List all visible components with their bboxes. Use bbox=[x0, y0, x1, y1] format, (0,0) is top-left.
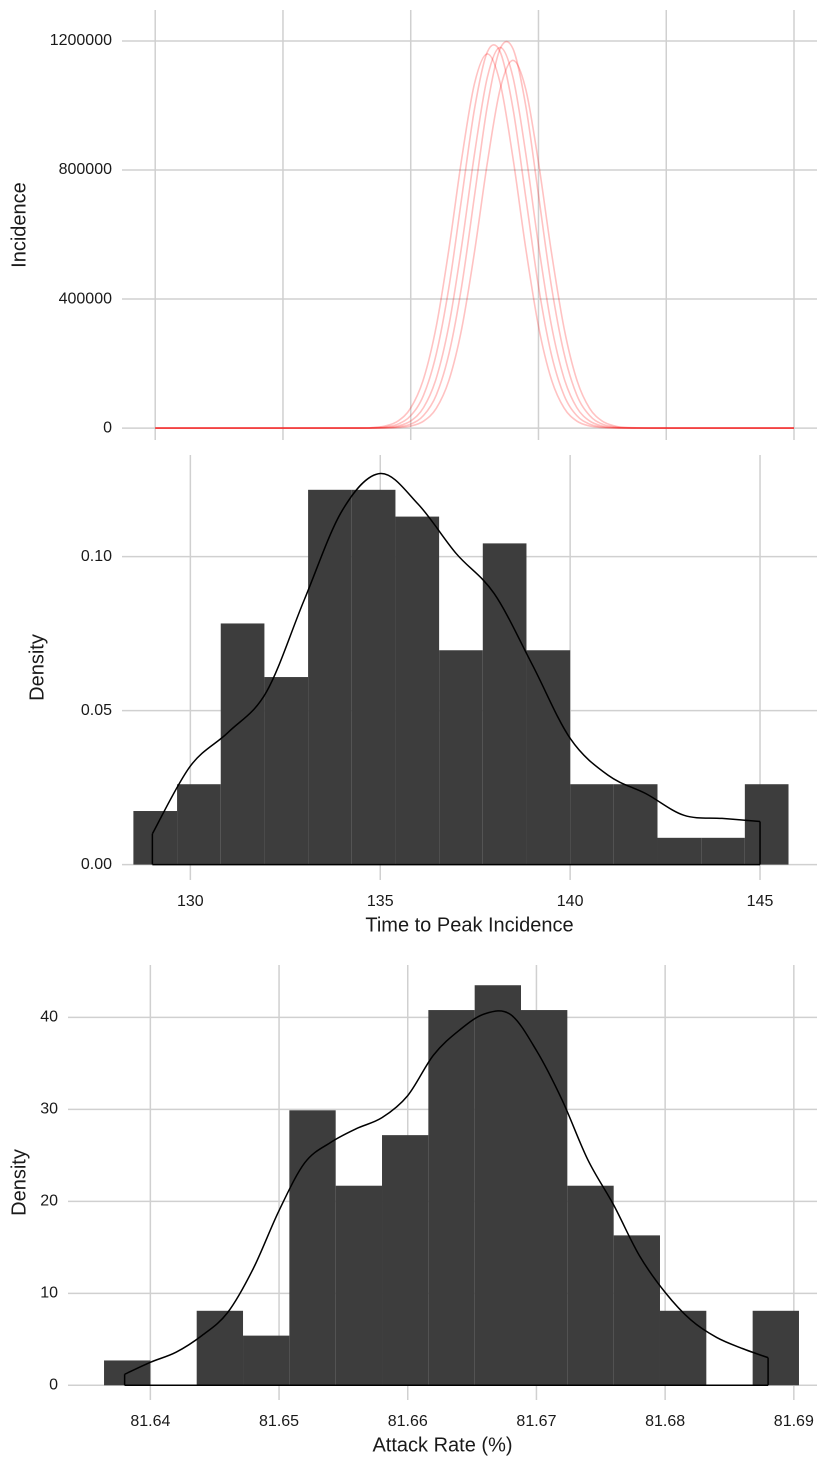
y-tick-label: 0.10 bbox=[81, 548, 112, 565]
histogram-bar bbox=[744, 784, 789, 865]
histogram-bar bbox=[659, 1310, 707, 1386]
y-tick-label: 400000 bbox=[59, 290, 112, 307]
histogram-bar bbox=[570, 784, 614, 865]
x-tick-label: 81.68 bbox=[645, 1413, 685, 1430]
x-tick-label: 81.69 bbox=[774, 1413, 814, 1430]
series-line bbox=[155, 40, 795, 429]
series-line bbox=[155, 59, 795, 429]
histogram-bar bbox=[613, 784, 658, 865]
histogram-bar bbox=[133, 811, 178, 865]
histogram-bar bbox=[474, 985, 522, 1386]
x-tick-label: 81.65 bbox=[259, 1413, 299, 1430]
panel: 0 10 20 30 40 81.64 81.65 81.66 81.67 81.68 81.69 D… bbox=[8, 965, 817, 1456]
histogram-bar bbox=[335, 1185, 383, 1386]
x-tick-label: 81.66 bbox=[388, 1413, 428, 1430]
panel: 0.00 0.05 0.10 130 135 140 145 Density Time to P… bbox=[26, 455, 817, 936]
histogram-bar bbox=[526, 650, 571, 865]
density-curve bbox=[124, 1010, 769, 1375]
histogram-bar bbox=[567, 1185, 614, 1386]
y-tick-label: 30 bbox=[40, 1101, 58, 1118]
x-axis-title: Attack Rate (%) bbox=[372, 1434, 512, 1456]
y-axis-title: Density bbox=[26, 634, 48, 701]
y-tick-label: 0.00 bbox=[81, 856, 112, 873]
x-axis-title: Time to Peak Incidence bbox=[365, 914, 573, 936]
y-tick-label: 800000 bbox=[59, 161, 112, 178]
y-tick-label: 0 bbox=[49, 1377, 58, 1394]
y-tick-label: 10 bbox=[40, 1285, 58, 1302]
histogram-bar bbox=[196, 1310, 244, 1386]
histogram-bar bbox=[177, 784, 221, 865]
panel: 0 400000 800000 1200000 Incidence bbox=[8, 10, 817, 440]
y-axis-title: Density bbox=[8, 1149, 30, 1216]
histogram-bar bbox=[220, 623, 265, 865]
histogram-bar bbox=[243, 1335, 290, 1386]
series-line bbox=[155, 46, 795, 429]
y-tick-label: 20 bbox=[40, 1193, 58, 1210]
histogram-bar bbox=[482, 543, 527, 865]
series-line bbox=[155, 53, 795, 429]
histogram-bar bbox=[613, 1235, 660, 1386]
x-tick-label: 135 bbox=[367, 893, 394, 910]
histogram-bar bbox=[382, 1135, 429, 1386]
histogram-bar bbox=[289, 1110, 336, 1386]
y-axis-title: Incidence bbox=[8, 182, 30, 268]
x-tick-label: 130 bbox=[177, 893, 204, 910]
histogram-bar bbox=[657, 837, 702, 865]
y-tick-label: 40 bbox=[40, 1009, 58, 1026]
y-tick-label: 1200000 bbox=[50, 32, 112, 49]
x-tick-label: 81.67 bbox=[516, 1413, 556, 1430]
x-tick-label: 81.64 bbox=[130, 1413, 170, 1430]
histogram-bar bbox=[752, 1310, 799, 1386]
histogram-bar bbox=[351, 489, 396, 865]
x-tick-label: 145 bbox=[747, 893, 774, 910]
histogram-bar bbox=[308, 489, 352, 865]
histogram-bar bbox=[521, 1010, 568, 1386]
histogram-bar bbox=[701, 837, 745, 865]
histogram-bar bbox=[439, 650, 483, 865]
y-tick-label: 0.05 bbox=[81, 702, 112, 719]
histogram-bar bbox=[395, 516, 440, 865]
y-tick-label: 0 bbox=[103, 419, 112, 436]
x-tick-label: 140 bbox=[557, 893, 584, 910]
density-curve bbox=[151, 472, 761, 835]
histogram-bar bbox=[264, 677, 309, 865]
series-line bbox=[155, 44, 795, 429]
histogram-bar bbox=[428, 1010, 475, 1386]
